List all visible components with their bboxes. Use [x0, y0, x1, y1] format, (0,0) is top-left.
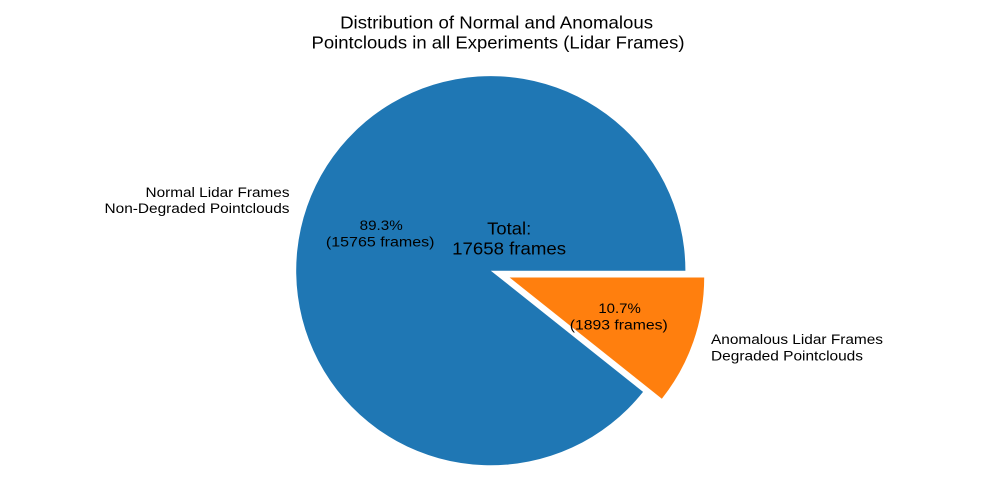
svg-text:17658 frames: 17658 frames	[452, 239, 566, 259]
svg-text:10.7%: 10.7%	[598, 301, 641, 317]
svg-text:Distribution of Normal and Ano: Distribution of Normal and Anomalous	[340, 13, 653, 33]
svg-text:Total:: Total:	[487, 218, 531, 238]
svg-text:Degraded Pointclouds: Degraded Pointclouds	[711, 349, 863, 365]
svg-text:(15765 frames): (15765 frames)	[326, 235, 435, 251]
svg-text:Normal Lidar Frames: Normal Lidar Frames	[146, 185, 290, 201]
svg-text:Pointclouds in all Experiments: Pointclouds in all Experiments (Lidar Fr…	[312, 33, 685, 53]
svg-text:89.3%: 89.3%	[360, 218, 403, 234]
svg-text:Non-Degraded Pointclouds: Non-Degraded Pointclouds	[105, 201, 290, 217]
svg-text:Anomalous Lidar Frames: Anomalous Lidar Frames	[711, 332, 883, 348]
svg-text:(1893 frames): (1893 frames)	[570, 318, 668, 334]
